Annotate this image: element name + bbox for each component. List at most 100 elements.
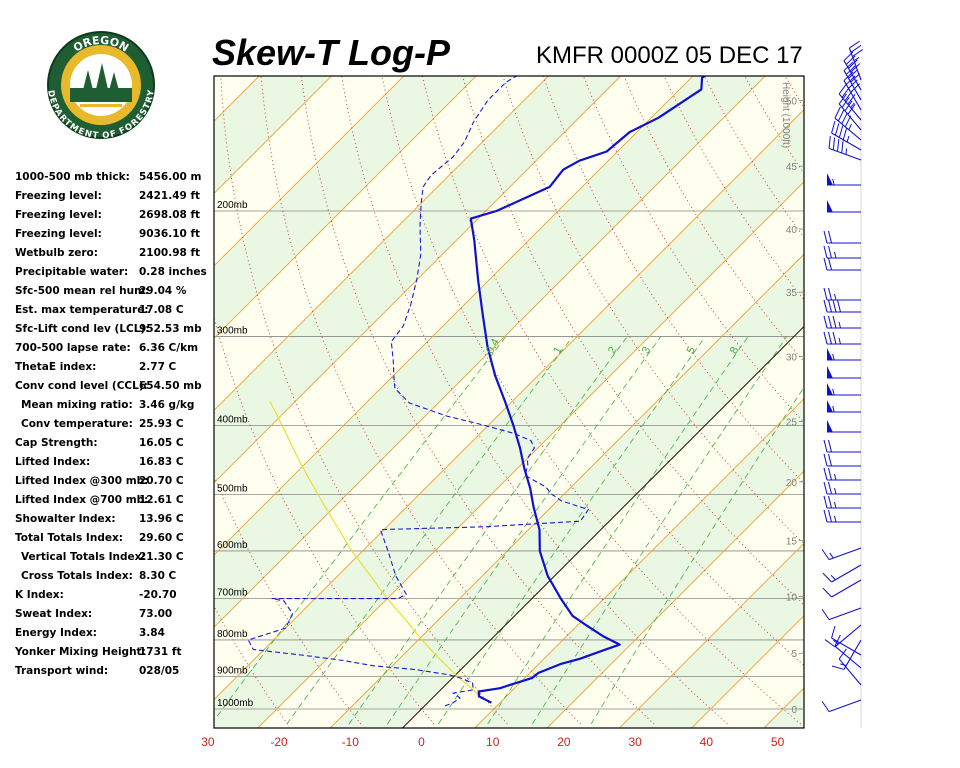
oregon-forestry-logo: OREGON DEPARTMENT OF FORESTRY [46,31,156,140]
index-label: Lifted Index @700 mb: [15,494,149,506]
barb-feather [824,639,836,648]
index-label: Lifted Index: [15,456,91,468]
index-value: 12.61 C [139,494,184,506]
barb-feather [832,299,837,313]
height-tick-label: 10 [786,592,798,603]
barb-staff [843,639,862,670]
barb-half-feather [838,337,841,345]
barb-half-feather [829,552,834,559]
height-tick-label: 40 [786,225,798,236]
zero-isotherm-line [401,325,804,728]
wind-barb [823,509,861,523]
barb-half-feather [834,473,837,481]
wind-barb [838,648,862,686]
isotherm-line [329,253,804,728]
wind-barb [823,453,861,467]
temperature-tick-label: -20 [270,735,288,749]
barb-feather [850,63,860,73]
barb-feather [828,230,832,244]
index-label: Total Totals Index: [15,532,123,544]
barb-feather [834,634,841,647]
dry-adiabat [838,0,960,724]
barb-feather [831,120,836,134]
barb-staff [834,117,862,141]
wind-barb [823,439,861,453]
barb-half-feather [834,487,837,495]
mixing-ratio-line [437,336,706,725]
svg-text:OREGON: OREGON [71,34,131,55]
index-value: 028/05 [139,665,180,677]
wind-barb [834,106,862,141]
logo-top-text: OREGON [71,34,131,55]
parcel-line [269,401,480,697]
index-label: 700-500 lapse rate: [15,342,131,354]
barb-staff [838,93,862,121]
dry-adiabat [875,0,960,724]
barb-feather [845,65,856,75]
wind-barb [823,481,861,495]
barb-staff [843,80,862,111]
index-label: ThetaE index: [15,361,97,373]
index-value: 5456.00 m [139,171,202,183]
pressure-label: 200mb [217,200,248,211]
height-tick-label: 35 [786,288,798,299]
dry-adiabat [300,76,655,725]
barb-feather [823,257,828,271]
temperature-tick-label: -10 [342,735,360,749]
isotherm-line [474,398,804,728]
barb-half-feather [830,574,836,581]
wind-barb [823,299,861,313]
index-label: Lifted Index @300 mb: [15,475,149,487]
barb-half-feather [850,102,855,109]
mixing-ratio-line [590,386,804,725]
barb-feather [828,136,831,149]
mixing-ratio-labels: 0.4 1 2 3 5 8 [484,337,741,356]
barb-half-feather [853,56,860,62]
page-title: Skew-T Log-P [212,32,451,73]
dewpoint-line [247,76,590,707]
barb-staff [843,60,862,91]
barb-feather [832,331,837,345]
barb-pennant [827,173,833,185]
index-row: Showalter Index: 13.96 C [15,510,215,529]
index-label: Sfc-500 mean rel hum: [15,285,150,297]
temperature-tick-label: 30 [201,735,215,749]
index-row: Lifted Index @700 mb: 12.61 C [15,491,215,510]
dry-adiabat [214,474,362,725]
zero-isotherm [401,325,804,728]
index-value: 9036.10 ft [139,228,201,240]
barb-staff [831,579,862,598]
barb-half-feather [845,148,848,155]
barb-feather [844,115,852,128]
barb-feather [852,49,863,57]
wind-barb [824,624,862,648]
index-row: Lifted Index @300 mb: 20.70 C [15,472,215,491]
index-label: Vertical Totals Index: [21,551,146,563]
index-label: Cap Strength: [15,437,98,449]
barb-staff [828,547,862,561]
index-label: Transport wind: [15,665,109,677]
barb-staff [843,70,862,101]
barb-feather [823,331,828,345]
barb-staff [831,132,862,151]
pressure-label: 1000mb [217,698,254,709]
barb-feather [821,609,830,620]
barb-pennant [827,366,833,378]
barb-feather [831,665,845,670]
barb-feather [823,439,828,453]
barb-feather [832,137,836,150]
barb-feather [838,125,844,138]
wind-barb [823,467,861,481]
index-row: ThetaE index: 2.77 C [15,358,215,377]
isotherm-line [214,76,550,412]
temperature-line [469,76,707,704]
wind-barb [823,257,861,271]
mixing-ratio-label: 1 [551,345,564,356]
dry-adiabat [911,0,960,724]
wind-barb [843,61,862,101]
index-value: 2698.08 ft [139,209,201,221]
barb-feather [828,287,832,301]
wind-barb [821,699,862,713]
index-label: Mean mixing ratio: [21,399,133,411]
barb-feather [837,109,845,122]
